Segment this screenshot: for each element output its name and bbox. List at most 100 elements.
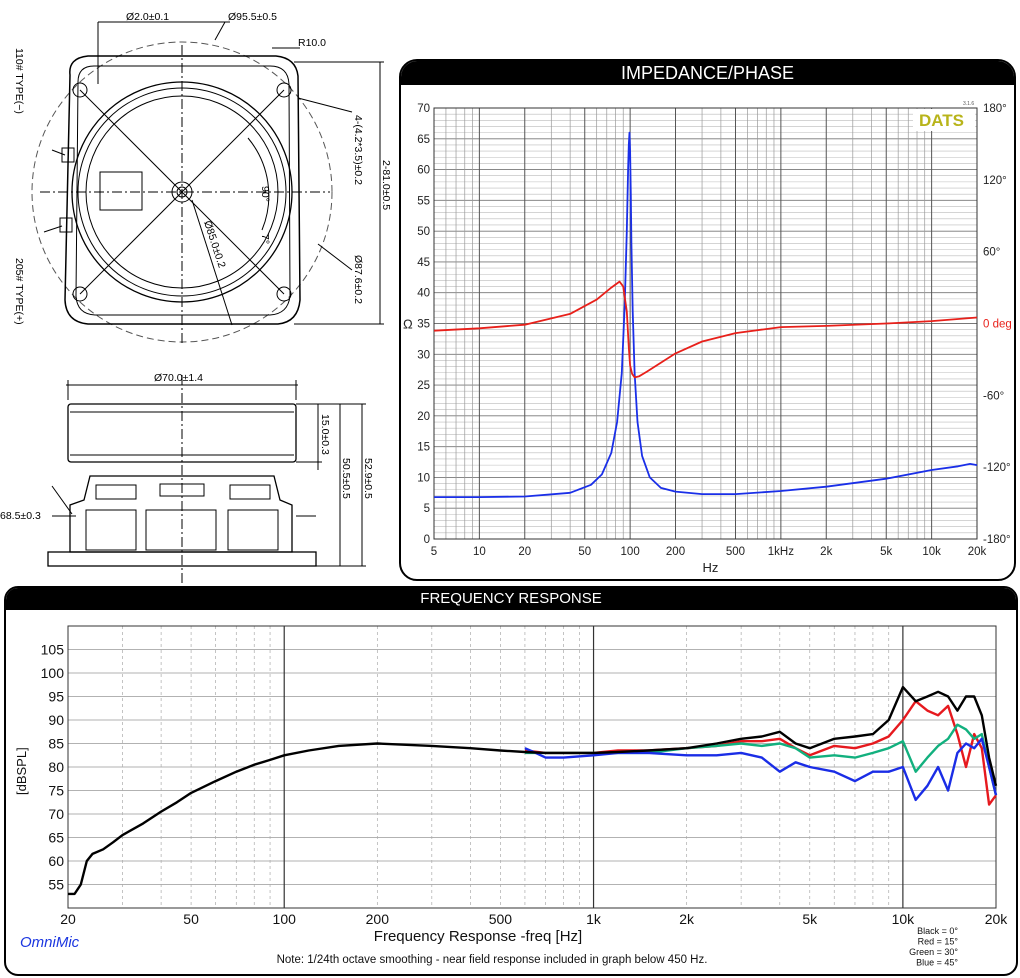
phase-tick-label: 120°: [983, 175, 1007, 187]
frequency-ylabel: [dBSPL]: [14, 747, 29, 795]
frequency-plot-frame: [67, 625, 997, 909]
impedance-xtick-label: 20k: [968, 546, 987, 558]
phase-tick-label: 0 deg: [983, 319, 1012, 331]
angle-7-label: 7°: [259, 234, 271, 244]
mount-hole: [72, 82, 88, 98]
impedance-plot-frame: [433, 107, 978, 540]
impedance-ytick-label: 45: [417, 257, 430, 269]
frequency-note: Note: 1/24th octave smoothing - near fie…: [277, 954, 708, 966]
dats-logo: DATS: [919, 111, 964, 130]
technical-drawing: Ø2.0±0.1 Ø95.5±0.5 R10.0 4-(4.2*3.5)±0.2…: [0, 11, 392, 585]
impedance-xtick-label: 20: [518, 546, 531, 558]
frequency-xlabel: Frequency Response -freq [Hz]: [374, 928, 582, 945]
phase-tick-label: -120°: [983, 462, 1011, 474]
impedance-xtick-label: 200: [666, 546, 685, 558]
legend-entry: Green = 30°: [909, 947, 958, 957]
legend-entry: Red = 15°: [918, 937, 959, 947]
impedance-ytick-label: 55: [417, 195, 430, 207]
impedance-title: IMPEDANCE/PHASE: [401, 61, 1014, 85]
basket: [69, 475, 293, 553]
frequency-ytick-label: 60: [48, 853, 64, 869]
dim-h15-label: 15.0±0.3: [319, 414, 331, 455]
frequency-xtick-label: 5k: [802, 911, 818, 927]
frequency-ytick-label: 105: [41, 642, 65, 658]
terminal-positive: [59, 217, 73, 233]
phase-series-line: [433, 280, 978, 379]
frequency-xtick-label: 100: [273, 911, 297, 927]
dim-h50-label: 50.5±0.5: [340, 458, 352, 499]
impedance-ytick-label: 0: [424, 534, 430, 546]
phase-tick-label: -180°: [983, 534, 1011, 546]
omnimic-brand: OmniMic: [20, 934, 80, 951]
impedance-xlabel: Hz: [703, 560, 719, 575]
frequency-title: FREQUENCY RESPONSE: [6, 588, 1016, 610]
dim-corner-radius-label: R10.0: [298, 37, 326, 49]
phase-tick-label: 180°: [983, 103, 1007, 115]
mount-hole: [276, 82, 292, 98]
impedance-xtick-label: 5k: [880, 546, 892, 558]
dim-outer-circle-label: Ø95.5±0.5: [228, 11, 277, 23]
phase-tick-label: 60°: [983, 247, 1000, 259]
frequency-xtick-label: 500: [489, 911, 513, 927]
impedance-ytick-label: 15: [417, 442, 430, 454]
frequency-series-line: [68, 685, 998, 896]
frame-outline: [64, 55, 301, 325]
impedance-xtick-label: 10k: [922, 546, 941, 558]
frequency-panel: FREQUENCY RESPONSE 55 60 65 70 75 80 85 90 95 100…: [4, 586, 1018, 976]
dats-logo-bg: [913, 109, 975, 131]
impedance-ytick-label: 10: [417, 472, 430, 484]
impedance-panel: IMPEDANCE/PHASE 0 5 10 15 20 25 30 35 40 45 50 55 60…: [399, 59, 1016, 581]
impedance-series-line: [434, 131, 978, 498]
legend-entry: Black = 0°: [917, 926, 958, 936]
dim-width-label: 2-81.0±0.5: [380, 160, 392, 210]
dim-h68-label: 68.5±0.3: [0, 510, 41, 522]
label-area: [99, 171, 143, 211]
legend-entry: Blue = 45°: [916, 958, 958, 968]
impedance-ylabel: Ω: [403, 317, 413, 332]
impedance-xtick-label: 5: [431, 546, 437, 558]
frequency-ytick-label: 75: [48, 783, 64, 799]
impedance-ytick-label: 40: [417, 288, 430, 300]
impedance-ytick-label: 50: [417, 226, 430, 238]
dats-version: 3.1.6: [963, 101, 974, 107]
frequency-ytick-label: 65: [48, 830, 64, 846]
impedance-xtick-label: 50: [578, 546, 591, 558]
frequency-xtick-label: 200: [366, 911, 390, 927]
frequency-chart: 55 60 65 70 75 80 85 90 95 100 105 20 50 100 200 500 1k 2…: [14, 625, 1008, 968]
dim-cone-label: Ø87.6±0.2: [352, 255, 364, 304]
frequency-xtick-label: 1k: [586, 911, 602, 927]
frequency-ytick-label: 85: [48, 736, 64, 752]
frequency-xtick-label: 10k: [892, 911, 916, 927]
type-positive-label: 205# TYPE(+): [13, 258, 25, 325]
frequency-series-line: [524, 723, 998, 796]
frequency-xtick-label: 20: [60, 911, 76, 927]
frequency-xtick-label: 50: [183, 911, 199, 927]
phase-tick-label: -60°: [983, 390, 1004, 402]
impedance-xtick-label: 100: [621, 546, 640, 558]
impedance-ytick-label: 5: [424, 503, 430, 515]
frequency-ytick-label: 80: [48, 759, 64, 775]
mount-hole: [72, 286, 88, 302]
dim-mount-holes-label: 4-(4.2*3.5)±0.2: [352, 115, 364, 185]
impedance-grid: [433, 107, 978, 540]
type-negative-label: 110# TYPE(−): [13, 48, 25, 114]
frequency-ytick-label: 100: [41, 665, 65, 681]
impedance-ytick-label: 25: [417, 380, 430, 392]
frequency-ytick-label: 55: [48, 877, 64, 893]
dim-bolt-circle-label: Ø85.0±0.2: [201, 219, 228, 269]
impedance-xtick-label: 1kHz: [768, 546, 794, 558]
frequency-xtick-label: 2k: [679, 911, 695, 927]
impedance-ytick-label: 30: [417, 349, 430, 361]
angle-90-label: 90°: [259, 186, 271, 202]
dim-h52-label: 52.9±0.5: [362, 458, 374, 499]
frequency-ytick-label: 90: [48, 712, 64, 728]
frequency-ytick-label: 70: [48, 806, 64, 822]
impedance-ytick-label: 20: [417, 411, 430, 423]
mount-hole: [276, 286, 292, 302]
frequency-grid: [67, 625, 997, 909]
dim-magnet-label: Ø70.0±1.4: [154, 372, 203, 384]
impedance-xtick-label: 2k: [820, 546, 832, 558]
terminal-negative: [61, 147, 75, 163]
impedance-xtick-label: 10: [473, 546, 486, 558]
